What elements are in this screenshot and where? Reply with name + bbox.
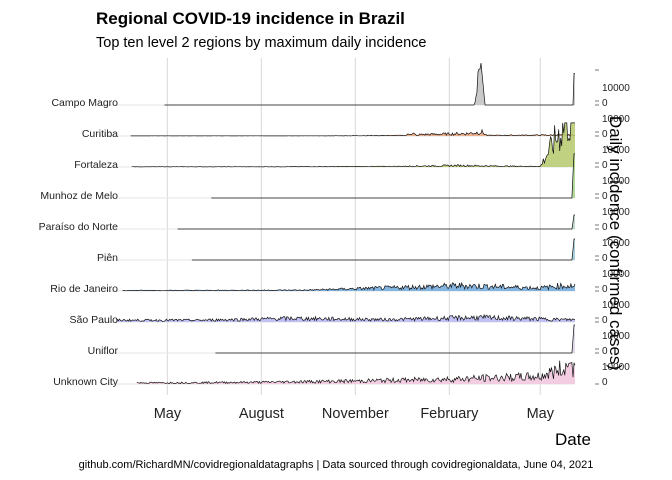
y-tick-label: 0 <box>602 346 608 357</box>
y-tick-label: 0 <box>602 129 608 140</box>
series-area <box>122 282 575 291</box>
series-line <box>215 324 575 354</box>
series-area <box>131 122 575 167</box>
y-tick-label: 0 <box>602 284 608 295</box>
y-tick-label: 10000 <box>602 300 630 311</box>
y-tick-label: 10000 <box>602 331 630 342</box>
series-label: Curitiba <box>81 128 118 140</box>
series-area <box>211 153 576 198</box>
series-label: Piên <box>96 252 118 264</box>
series-area <box>191 239 575 260</box>
y-tick-label: 0 <box>602 222 608 233</box>
series-area <box>164 63 575 105</box>
series-area <box>136 360 576 384</box>
series-label: Rio de Janeiro <box>50 283 118 295</box>
series-label: Unknown City <box>53 376 118 388</box>
chart-title: Regional COVID-19 incidence in Brazil <box>96 9 405 28</box>
y-tick-label: 10000 <box>602 269 630 280</box>
y-tick-label: 10000 <box>602 362 630 373</box>
y-tick-label: 10000 <box>602 145 630 156</box>
x-tick-label: May <box>153 406 182 422</box>
y-axis-label: Daily incidence (confirmed cases) <box>606 115 625 371</box>
series-line <box>136 360 576 385</box>
series-label: Munhoz de Melo <box>40 190 118 202</box>
series-label: Campo Magro <box>51 97 118 109</box>
series-line <box>164 62 575 106</box>
chart-caption: github.com/RichardMN/covidregionaldatagr… <box>78 459 594 471</box>
series-label: Fortaleza <box>74 159 118 171</box>
chart-subtitle: Top ten level 2 regions by maximum daily… <box>96 35 427 51</box>
series-line <box>131 122 575 168</box>
series-label: Uniflor <box>87 345 118 357</box>
y-tick-label: 10000 <box>602 238 630 249</box>
y-tick-label: 0 <box>602 377 608 388</box>
y-tick-label: 0 <box>602 191 608 202</box>
y-tick-label: 10000 <box>602 207 630 218</box>
y-tick-label: 10000 <box>602 114 630 125</box>
y-tick-label: 0 <box>602 160 608 171</box>
x-tick-label: November <box>321 406 389 422</box>
series-area <box>130 129 575 136</box>
y-tick-label: 0 <box>602 98 608 109</box>
y-tick-label: 10000 <box>602 176 630 187</box>
series-line <box>191 238 575 261</box>
series-label: São Paulo <box>69 314 118 326</box>
x-tick-label: May <box>526 406 554 422</box>
series-area <box>215 325 575 353</box>
y-tick-label: 0 <box>602 315 608 326</box>
series-line <box>122 281 576 292</box>
y-tick-label: 10000 <box>602 83 630 94</box>
series-line <box>177 214 575 230</box>
series-line <box>211 153 575 199</box>
x-tick-label: August <box>238 406 284 422</box>
x-tick-label: February <box>420 406 479 422</box>
series-label: Paraíso do Norte <box>38 221 118 233</box>
series-line <box>116 313 576 323</box>
series-area <box>177 215 575 229</box>
y-tick-label: 0 <box>602 253 608 264</box>
series-line <box>130 128 576 137</box>
x-axis-label: Date <box>555 430 591 449</box>
